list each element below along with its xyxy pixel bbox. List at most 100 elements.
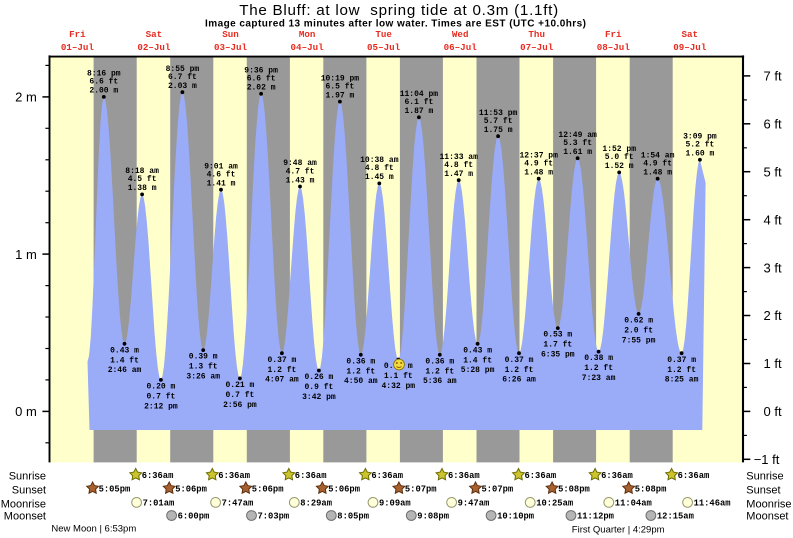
- svg-text:5:06pm: 5:06pm: [252, 484, 284, 494]
- svg-text:12:49 am: 12:49 am: [558, 131, 597, 140]
- svg-text:05–Jul: 05–Jul: [367, 42, 401, 53]
- svg-text:7 ft: 7 ft: [764, 69, 782, 84]
- svg-text:0.21 m: 0.21 m: [225, 381, 254, 390]
- svg-text:1.52 m: 1.52 m: [605, 162, 634, 171]
- svg-text:5.2 ft: 5.2 ft: [685, 141, 714, 150]
- svg-text:7:03pm: 7:03pm: [258, 512, 290, 522]
- svg-text:0.37 m: 0.37 m: [267, 356, 296, 365]
- svg-text:0.39 m: 0.39 m: [189, 353, 218, 362]
- svg-text:0.38 m: 0.38 m: [584, 354, 613, 363]
- svg-text:1.2 ft: 1.2 ft: [346, 367, 375, 376]
- svg-text:Moonset: Moonset: [4, 511, 46, 523]
- svg-text:9:08pm: 9:08pm: [417, 512, 449, 522]
- svg-text:06–Jul: 06–Jul: [444, 42, 478, 53]
- svg-text:11:33 am: 11:33 am: [439, 153, 478, 162]
- svg-text:Image captured 13 minutes afte: Image captured 13 minutes after low wate…: [205, 18, 586, 29]
- svg-text:Moonrise: Moonrise: [746, 498, 791, 510]
- svg-text:5:08pm: 5:08pm: [558, 484, 590, 494]
- svg-text:1.48 m: 1.48 m: [524, 169, 553, 178]
- svg-text:2.03 m: 2.03 m: [168, 82, 197, 91]
- svg-text:1.2 ft: 1.2 ft: [584, 364, 613, 373]
- svg-text:New Moon | 6:53pm: New Moon | 6:53pm: [51, 524, 136, 535]
- svg-text:6:36am: 6:36am: [601, 471, 633, 481]
- svg-text:1.45 m: 1.45 m: [365, 173, 394, 182]
- svg-text:5.3 ft: 5.3 ft: [563, 139, 592, 148]
- svg-text:3 ft: 3 ft: [764, 260, 782, 275]
- svg-text:7:01am: 7:01am: [143, 499, 175, 509]
- svg-text:5:07pm: 5:07pm: [482, 484, 514, 494]
- svg-text:6:26 am: 6:26 am: [502, 376, 536, 385]
- svg-text:1.60 m: 1.60 m: [685, 150, 714, 159]
- svg-text:Sunset: Sunset: [746, 484, 780, 496]
- svg-text:1.61 m: 1.61 m: [563, 148, 592, 157]
- svg-text:4 ft: 4 ft: [764, 212, 782, 227]
- svg-text:09–Jul: 09–Jul: [673, 42, 707, 53]
- svg-text:6:36am: 6:36am: [371, 471, 403, 481]
- svg-text:01–Jul: 01–Jul: [61, 42, 95, 53]
- svg-text:07–Jul: 07–Jul: [520, 42, 554, 53]
- svg-text:5:05pm: 5:05pm: [99, 484, 131, 494]
- svg-text:0.37 m: 0.37 m: [667, 356, 696, 365]
- svg-text:5:06pm: 5:06pm: [328, 484, 360, 494]
- svg-text:9:48 am: 9:48 am: [283, 159, 317, 168]
- svg-text:1.43 m: 1.43 m: [286, 176, 315, 185]
- svg-text:1 m: 1 m: [15, 247, 37, 262]
- svg-text:7:47am: 7:47am: [222, 499, 254, 509]
- svg-text:03–Jul: 03–Jul: [214, 42, 248, 53]
- svg-text:4.9 ft: 4.9 ft: [524, 160, 553, 169]
- svg-text:6.1 ft: 6.1 ft: [404, 98, 433, 107]
- svg-text:6:36am: 6:36am: [448, 471, 480, 481]
- svg-text:1.2 ft: 1.2 ft: [267, 366, 296, 375]
- svg-text:6.7 ft: 6.7 ft: [168, 73, 197, 82]
- svg-text:Sat: Sat: [146, 29, 163, 40]
- svg-text:1.1 ft: 1.1 ft: [384, 372, 413, 381]
- svg-text:5:36 am: 5:36 am: [423, 377, 457, 386]
- svg-text:4.9 ft: 4.9 ft: [643, 160, 672, 169]
- svg-text:11:12pm: 11:12pm: [577, 512, 614, 522]
- svg-text:Sunrise: Sunrise: [9, 470, 46, 482]
- svg-text:1:54 am: 1:54 am: [641, 151, 675, 160]
- svg-text:10:19 pm: 10:19 pm: [321, 74, 360, 83]
- svg-text:7:55 pm: 7:55 pm: [622, 336, 656, 345]
- svg-text:Sunrise: Sunrise: [746, 470, 783, 482]
- svg-text:0.43 m: 0.43 m: [463, 346, 492, 355]
- svg-text:9:01 am: 9:01 am: [204, 162, 238, 171]
- svg-text:Fri: Fri: [605, 29, 622, 40]
- svg-text:9:09am: 9:09am: [379, 499, 411, 509]
- svg-text:0.37 m: 0.37 m: [505, 356, 534, 365]
- svg-text:6:36am: 6:36am: [525, 471, 557, 481]
- svg-text:5:06pm: 5:06pm: [175, 484, 207, 494]
- svg-text:0.36 m: 0.36 m: [346, 357, 375, 366]
- svg-text:2:46 am: 2:46 am: [108, 366, 142, 375]
- svg-text:2:12 pm: 2:12 pm: [144, 402, 178, 411]
- svg-text:4:07 am: 4:07 am: [265, 376, 299, 385]
- svg-text:0.20 m: 0.20 m: [146, 383, 175, 392]
- svg-text:0.62 m: 0.62 m: [624, 317, 653, 326]
- svg-text:5 ft: 5 ft: [764, 164, 782, 179]
- svg-text:4.6 ft: 4.6 ft: [207, 171, 236, 180]
- svg-text:11:04 pm: 11:04 pm: [400, 90, 439, 99]
- svg-text:1.2 ft: 1.2 ft: [505, 366, 534, 375]
- svg-text:−1 ft: −1 ft: [754, 452, 780, 467]
- svg-text:0.53 m: 0.53 m: [543, 331, 572, 340]
- svg-text:10:25am: 10:25am: [536, 499, 573, 509]
- svg-text:1.48 m: 1.48 m: [643, 169, 672, 178]
- svg-text:Wed: Wed: [452, 29, 469, 40]
- svg-text:6:36am: 6:36am: [295, 471, 327, 481]
- svg-text:5:28 pm: 5:28 pm: [461, 366, 495, 375]
- svg-text:5.7 ft: 5.7 ft: [484, 117, 513, 126]
- svg-text:2:56 pm: 2:56 pm: [223, 401, 257, 410]
- svg-text:11:46am: 11:46am: [694, 499, 731, 509]
- svg-text:Thu: Thu: [528, 29, 545, 40]
- svg-text:10:10pm: 10:10pm: [497, 512, 534, 522]
- svg-text:8:55 pm: 8:55 pm: [166, 65, 200, 74]
- svg-text:0.43 m: 0.43 m: [110, 346, 139, 355]
- svg-text:Moonset: Moonset: [746, 511, 788, 523]
- svg-text:4:50 am: 4:50 am: [344, 377, 378, 386]
- svg-text:1 ft: 1 ft: [764, 356, 782, 371]
- svg-text:11:04am: 11:04am: [615, 499, 652, 509]
- svg-text:Mon: Mon: [299, 29, 316, 40]
- svg-text:3:26 am: 3:26 am: [186, 373, 220, 382]
- svg-text:1.2 ft: 1.2 ft: [425, 367, 454, 376]
- svg-text:6:35 pm: 6:35 pm: [541, 351, 575, 360]
